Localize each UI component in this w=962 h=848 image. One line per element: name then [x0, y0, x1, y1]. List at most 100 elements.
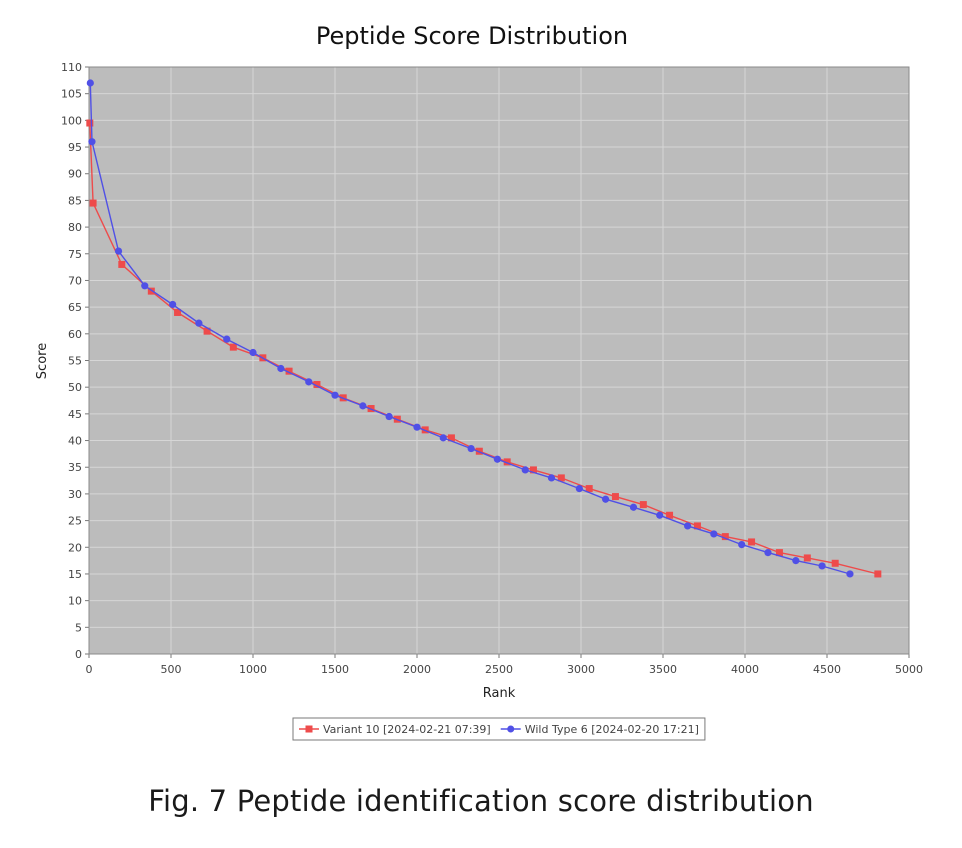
legend-label: Wild Type 6 [2024-02-20 17:21] — [525, 723, 699, 736]
y-tick-label: 25 — [68, 515, 82, 528]
data-point — [223, 335, 231, 343]
data-point — [359, 402, 367, 410]
data-point — [792, 557, 800, 565]
data-point — [89, 199, 97, 207]
data-point — [874, 570, 882, 578]
data-point — [493, 455, 501, 463]
x-tick-labels: 0 500 1000 1500 2000 2500 3000 3500 4000 4500 5000 — [86, 663, 924, 676]
data-point — [203, 327, 211, 335]
data-point — [447, 434, 455, 442]
x-tick-label: 2500 — [485, 663, 513, 676]
y-tick-label: 110 — [61, 61, 82, 74]
y-tick-label: 80 — [68, 221, 82, 234]
y-tick-label: 10 — [68, 595, 82, 608]
y-tick-label: 105 — [61, 88, 82, 101]
x-tick-label: 4500 — [813, 663, 841, 676]
data-point — [557, 474, 565, 482]
data-point — [249, 348, 257, 357]
data-point — [86, 119, 94, 127]
y-tick-label: 45 — [68, 408, 82, 421]
x-tick-label: 3000 — [567, 663, 595, 676]
y-tick-labels: 0 5 10 15 20 25 30 35 40 45 50 55 60 65 70 75 80 85 90 95 10… — [61, 61, 82, 661]
y-tick-label: 70 — [68, 274, 82, 287]
legend: Variant 10 [2024-02-21 07:39] Wild Type 6… — [292, 717, 706, 741]
data-point — [413, 423, 421, 431]
data-point — [439, 434, 447, 442]
data-point — [748, 538, 756, 546]
data-point — [229, 343, 237, 351]
data-point — [285, 367, 293, 375]
x-tick-label: 3500 — [649, 663, 677, 676]
y-tick-label: 50 — [68, 381, 82, 394]
data-point — [666, 511, 674, 519]
legend-marker — [507, 725, 515, 733]
y-tick-label: 40 — [68, 435, 82, 448]
x-tick-label: 1500 — [321, 663, 349, 676]
axes — [85, 66, 910, 658]
x-tick-label: 2000 — [403, 663, 431, 676]
y-tick-label: 15 — [68, 568, 82, 581]
data-point — [693, 522, 701, 530]
y-tick-label: 55 — [68, 355, 82, 368]
y-tick-label: 0 — [75, 648, 82, 661]
data-point — [818, 562, 826, 570]
legend-item: Wild Type 6 [2024-02-20 17:21] — [500, 723, 699, 736]
legend-box — [292, 717, 706, 741]
data-point — [141, 282, 149, 290]
series-line-1 — [89, 122, 878, 575]
data-point — [575, 484, 583, 493]
data-point — [114, 247, 123, 255]
y-tick-label: 100 — [61, 114, 82, 127]
data-point — [277, 364, 285, 373]
data-point — [547, 474, 556, 482]
data-point — [803, 554, 811, 562]
plot-border — [88, 66, 910, 655]
y-tick-label: 90 — [68, 168, 82, 181]
y-tick-label: 5 — [75, 621, 82, 634]
series-line-2 — [89, 82, 851, 575]
data-point — [611, 493, 619, 501]
data-point — [602, 495, 610, 503]
grid — [88, 66, 910, 655]
legend-item: Variant 10 [2024-02-21 07:39] — [299, 723, 491, 736]
y-tick-label: 20 — [68, 541, 82, 554]
legend-label: Variant 10 [2024-02-21 07:39] — [323, 723, 491, 736]
y-tick-label: 35 — [68, 461, 82, 474]
data-point — [710, 530, 718, 538]
data-point — [831, 559, 839, 567]
data-point — [195, 319, 203, 327]
data-point — [639, 501, 647, 509]
data-point — [775, 549, 783, 557]
data-point — [656, 511, 664, 519]
data-point — [169, 300, 177, 309]
data-point — [738, 541, 746, 549]
y-axis-label: Score — [35, 343, 50, 379]
chart-title: Peptide Score Distribution — [316, 22, 628, 50]
data-point — [721, 533, 729, 541]
data-point — [331, 391, 339, 399]
data-point — [521, 466, 529, 474]
data-point — [147, 287, 155, 295]
data-point — [467, 444, 475, 453]
data-point — [313, 381, 321, 389]
data-point — [764, 549, 772, 557]
series-group — [86, 79, 882, 578]
data-point — [86, 79, 94, 87]
data-point — [88, 138, 96, 146]
x-tick-label: 0 — [86, 663, 93, 676]
y-tick-label: 60 — [68, 328, 82, 341]
y-tick-label: 30 — [68, 488, 82, 501]
legend-marker — [305, 725, 313, 733]
data-point — [118, 260, 126, 268]
data-point — [503, 458, 511, 466]
y-tick-label: 95 — [68, 141, 82, 154]
data-point — [305, 378, 313, 386]
figure-caption: Fig. 7 Peptide identification score dist… — [148, 784, 814, 818]
data-point — [684, 522, 692, 530]
x-tick-label: 1000 — [239, 663, 267, 676]
x-axis-label: Rank — [483, 686, 516, 701]
x-tick-label: 4000 — [731, 663, 759, 676]
data-point — [585, 485, 593, 493]
data-point — [385, 412, 393, 421]
y-tick-label: 65 — [68, 301, 82, 314]
